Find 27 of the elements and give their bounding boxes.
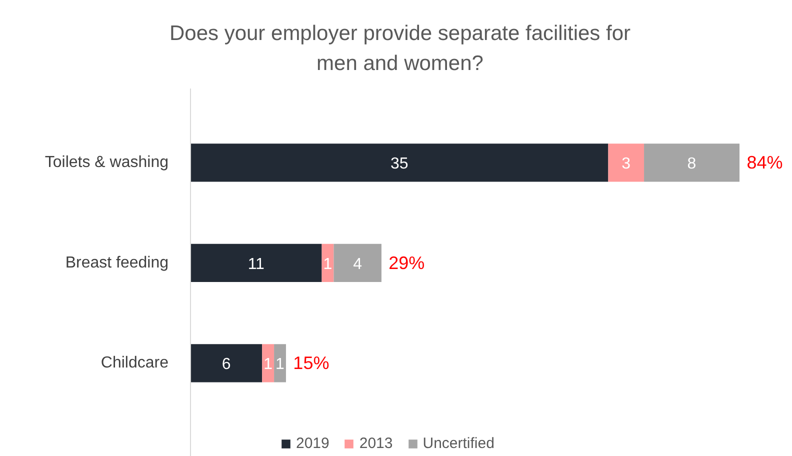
annotation: 84% — [746, 152, 783, 173]
data-label: 4 — [353, 256, 362, 273]
bar — [274, 344, 286, 382]
bar — [334, 244, 382, 282]
annotation: 15% — [293, 353, 330, 374]
bar — [644, 144, 740, 182]
y-tick-label: Breast feeding — [65, 254, 169, 272]
bar — [190, 344, 262, 382]
legend-label: Uncertified — [422, 435, 494, 452]
data-label: 1 — [276, 356, 285, 374]
y-tick-label: Childcare — [100, 354, 169, 372]
bar — [190, 144, 608, 182]
bar — [190, 244, 322, 282]
data-label: 3 — [622, 156, 631, 173]
data-label: 8 — [687, 156, 696, 173]
legend-label: 2019 — [296, 435, 330, 452]
bar — [608, 144, 644, 182]
data-label: 6 — [222, 356, 231, 374]
legend-label: 2013 — [359, 435, 393, 452]
annotation: 29% — [388, 252, 425, 273]
data-label: 1 — [323, 256, 332, 273]
chart-title: Does your employer provide separate facilities for men and women? — [169, 21, 631, 77]
y-tick-label: Toilets & washing — [44, 154, 169, 172]
bar — [262, 344, 274, 382]
data-label: 11 — [248, 256, 265, 273]
data-label: 35 — [390, 156, 408, 173]
data-label: 1 — [264, 356, 273, 374]
